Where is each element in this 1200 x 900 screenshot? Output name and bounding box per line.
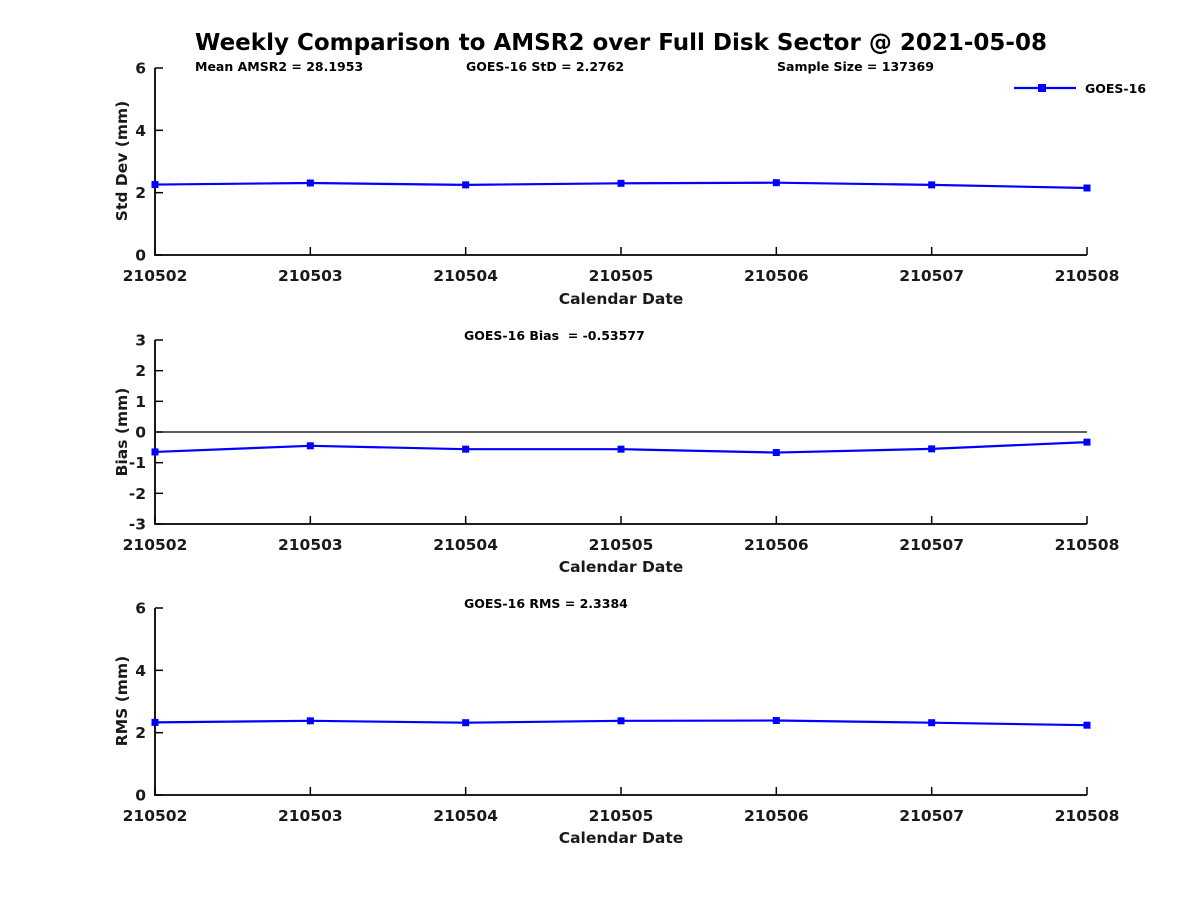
svg-text:210506: 210506 [744,267,809,285]
svg-text:210508: 210508 [1055,536,1120,554]
figure-title: Weekly Comparison to AMSR2 over Full Dis… [195,30,1047,56]
svg-text:210503: 210503 [278,267,343,285]
svg-text:4: 4 [135,122,146,140]
svg-text:2: 2 [135,724,146,742]
legend: GOES-16 [1012,80,1146,96]
svg-text:210502: 210502 [123,536,188,554]
stat-mean-amsr2: Mean AMSR2 = 28.1953 [195,59,364,74]
svg-text:210508: 210508 [1055,267,1120,285]
svg-text:0: 0 [135,787,146,805]
svg-text:6: 6 [135,60,146,78]
svg-text:3: 3 [135,332,146,350]
stat-sample-size: Sample Size = 137369 [777,59,934,74]
svg-text:210505: 210505 [589,267,654,285]
xlabel-bias: Calendar Date [558,558,684,576]
bias-annotation: GOES-16 Bias = -0.53577 [464,328,645,343]
svg-text:0: 0 [135,424,146,442]
svg-text:-1: -1 [129,454,146,472]
svg-text:210504: 210504 [433,536,498,554]
rms-annotation: GOES-16 RMS = 2.3384 [464,596,628,611]
xlabel-std-dev: Calendar Date [558,290,684,308]
svg-text:210502: 210502 [123,807,188,825]
svg-text:210502: 210502 [123,267,188,285]
svg-text:-2: -2 [129,485,146,503]
svg-text:1: 1 [135,393,146,411]
svg-text:210507: 210507 [899,536,964,554]
svg-text:210504: 210504 [433,267,498,285]
svg-text:4: 4 [135,662,146,680]
svg-text:210504: 210504 [433,807,498,825]
svg-text:2: 2 [135,184,146,202]
svg-text:210503: 210503 [278,536,343,554]
svg-text:0: 0 [135,247,146,265]
xlabel-rms: Calendar Date [558,829,684,847]
svg-text:210506: 210506 [744,807,809,825]
svg-text:210506: 210506 [744,536,809,554]
svg-text:-3: -3 [129,516,146,534]
stat-goes16-std: GOES-16 StD = 2.2762 [466,59,625,74]
svg-text:210505: 210505 [589,536,654,554]
legend-line-marker-icon [1014,84,1076,92]
svg-text:210503: 210503 [278,807,343,825]
svg-text:210507: 210507 [899,267,964,285]
svg-text:6: 6 [135,600,146,618]
svg-text:210505: 210505 [589,807,654,825]
svg-text:210507: 210507 [899,807,964,825]
svg-text:210508: 210508 [1055,807,1120,825]
svg-text:2: 2 [135,362,146,380]
legend-label: GOES-16 [1085,80,1147,96]
